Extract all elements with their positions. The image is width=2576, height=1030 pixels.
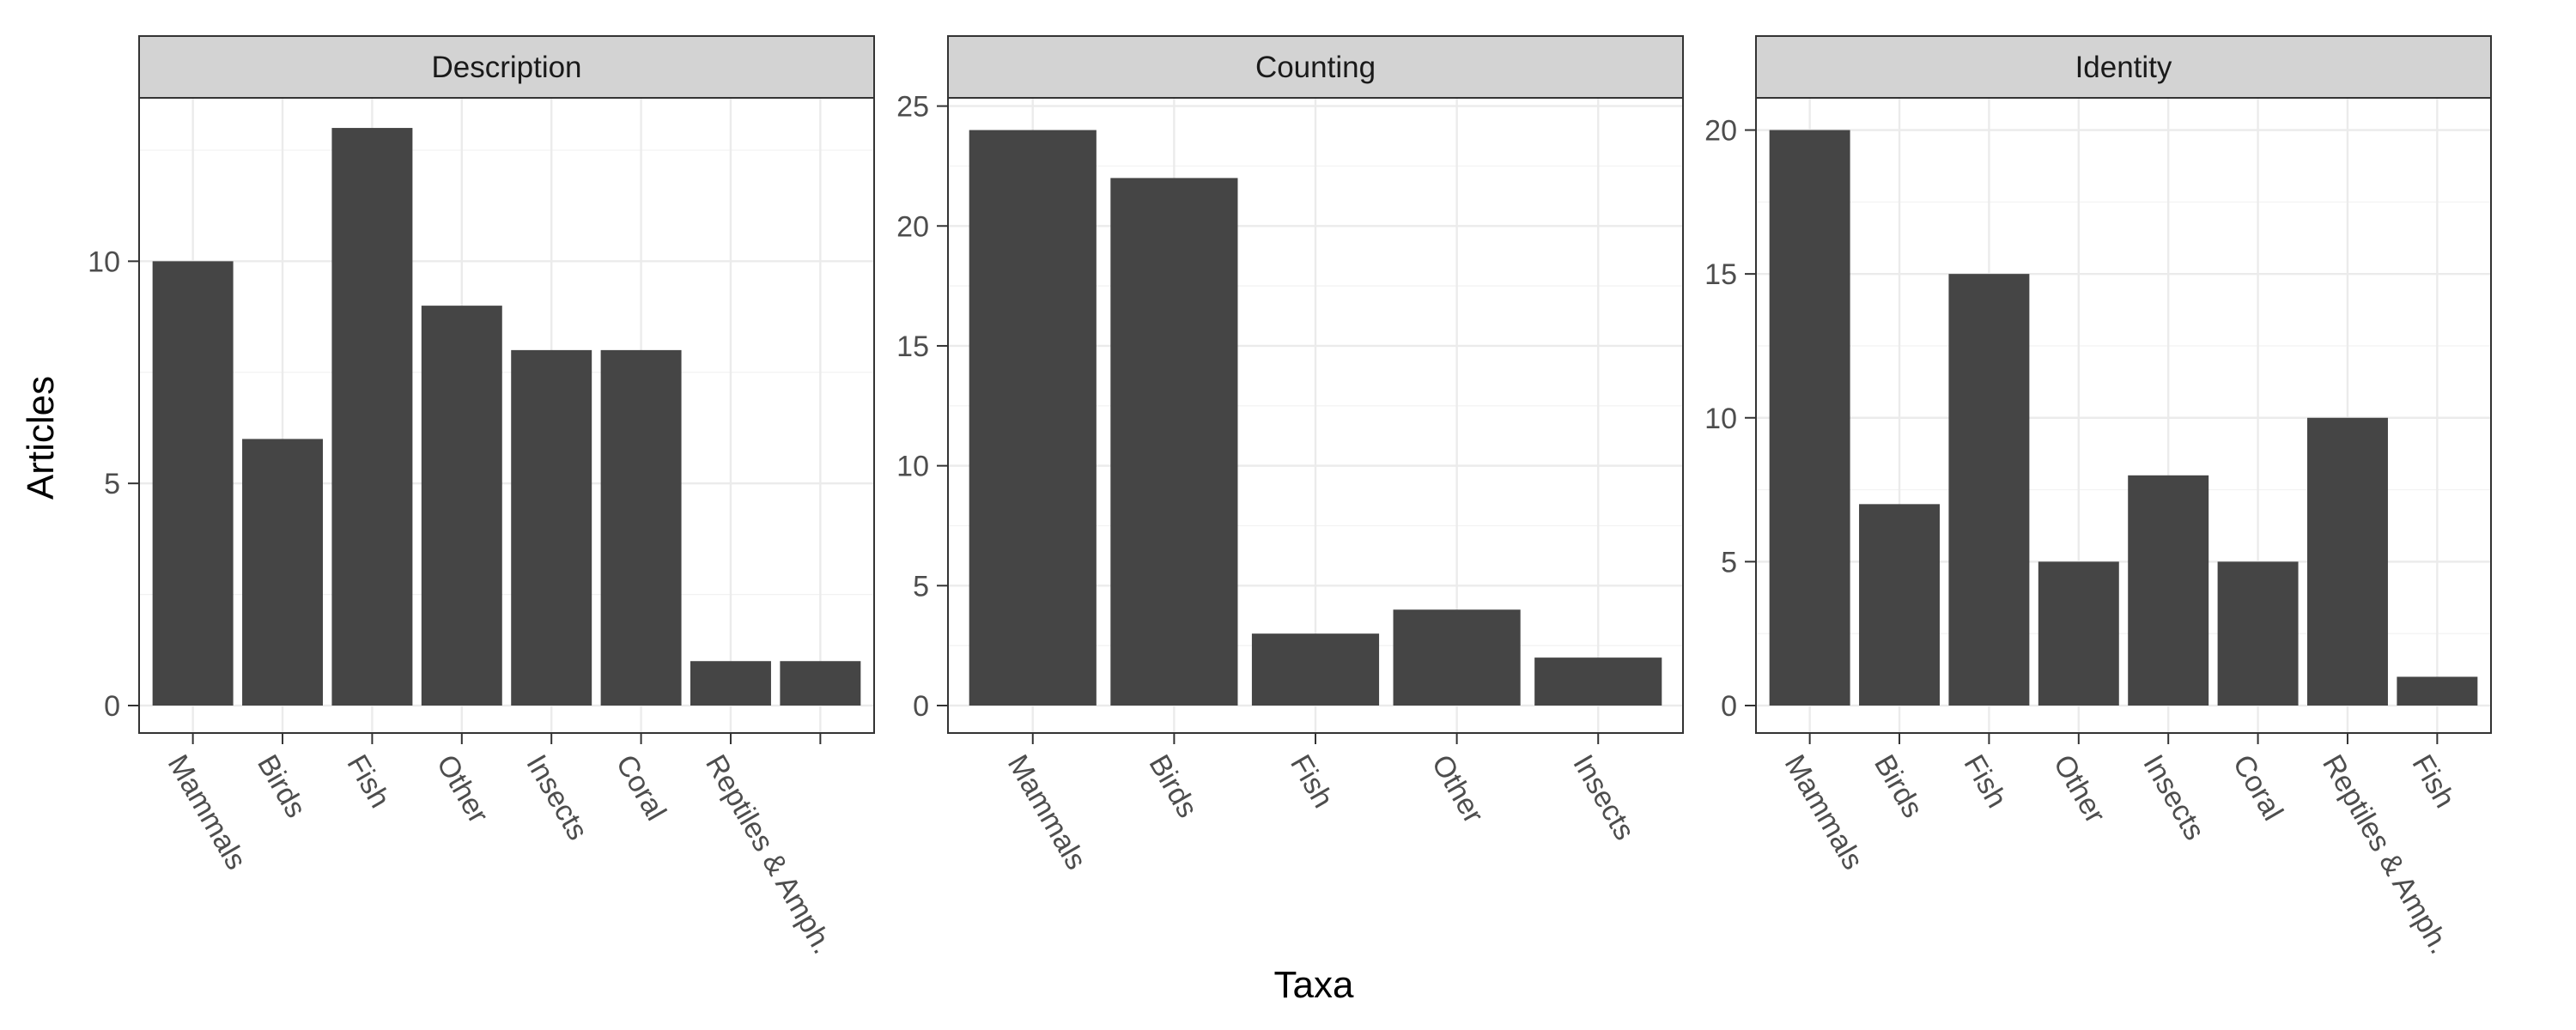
facet-title: Identity <box>2075 51 2172 84</box>
x-tick-label: Fish <box>340 749 396 814</box>
y-tick-label: 20 <box>896 210 929 243</box>
y-tick-label: 25 <box>896 91 929 124</box>
y-tick-label: 0 <box>913 690 929 723</box>
x-tick-label: Other <box>1425 749 1490 829</box>
facet-title: Description <box>431 51 581 84</box>
bar-unlabeled <box>780 661 861 706</box>
facet-strip <box>1755 35 2492 99</box>
bar-Fish <box>331 128 413 706</box>
facet-strip <box>947 35 1684 99</box>
bar-Insects <box>1534 657 1662 706</box>
bar-Fish <box>1948 274 2030 706</box>
y-tick-label: 15 <box>896 330 929 363</box>
bar-Mammals <box>152 261 234 706</box>
x-tick-label: Insects <box>2136 749 2211 845</box>
bar-Other <box>1393 609 1521 706</box>
facet-title: Counting <box>1255 51 1376 84</box>
facet-strip <box>138 35 875 99</box>
x-tick-label: Mammals <box>161 749 253 876</box>
bar-Coral <box>600 349 682 706</box>
x-tick-label: Insects <box>1566 749 1641 845</box>
bar-Birds <box>1859 504 1940 706</box>
x-tick-label: Fish <box>2405 749 2461 814</box>
x-tick-label: Birds <box>1142 749 1204 823</box>
y-tick-label: 5 <box>913 570 929 603</box>
panel-1: Counting 0 5 10 15 20 25 Mammals Birds Fish Other I… <box>896 35 1684 876</box>
y-tick-label: 10 <box>88 245 120 278</box>
y-tick-label: 15 <box>1704 258 1737 291</box>
bar-Coral <box>2217 561 2299 706</box>
x-tick-label: Reptiles & Amph. <box>699 749 839 960</box>
x-tick-label: Coral <box>610 749 673 826</box>
bar-Birds <box>242 439 323 706</box>
y-axis-title: Articles <box>20 376 62 500</box>
bar-Fish <box>1251 633 1380 706</box>
x-tick-label: Mammals <box>1001 749 1093 876</box>
bar-Mammals <box>969 130 1097 706</box>
x-tick-label: Other <box>430 749 495 829</box>
bar-Mammals <box>1769 130 1850 706</box>
bar-Other <box>421 306 502 706</box>
x-tick-label: Fish <box>1284 749 1340 814</box>
x-axis-title: Taxa <box>1274 964 1354 1006</box>
bar-Other <box>2038 561 2119 706</box>
bar-Insects <box>511 349 592 706</box>
y-tick-label: 0 <box>1721 690 1737 723</box>
x-tick-label: Fish <box>1957 749 2013 814</box>
y-tick-label: 5 <box>104 468 120 500</box>
bar-Reptiles & Amph. <box>690 661 771 706</box>
y-tick-label: 20 <box>1704 115 1737 148</box>
y-tick-label: 10 <box>896 451 929 483</box>
x-tick-label: Other <box>2047 749 2111 829</box>
bar-Birds <box>1110 178 1238 706</box>
x-tick-label: Birds <box>251 749 313 823</box>
x-tick-label: Insects <box>519 749 594 845</box>
y-tick-label: 5 <box>1721 546 1737 579</box>
x-tick-label: Birds <box>1868 749 1929 823</box>
y-tick-label: 10 <box>1704 403 1737 435</box>
x-tick-label: Coral <box>2227 749 2290 826</box>
bar-Insects <box>2128 475 2209 706</box>
bar-Reptiles & Amph. <box>2307 417 2388 706</box>
x-tick-label: Mammals <box>1778 749 1870 876</box>
y-tick-label: 0 <box>104 690 120 723</box>
bar-Fish <box>2397 676 2478 706</box>
